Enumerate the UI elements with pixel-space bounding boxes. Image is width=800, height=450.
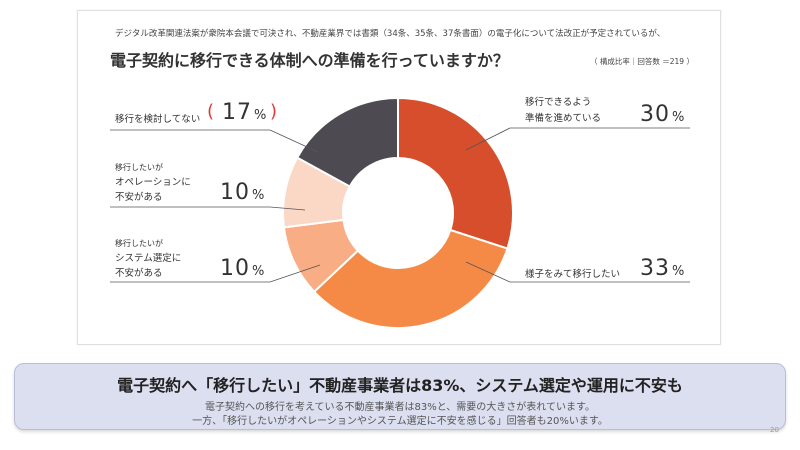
label-s3-line2: システム選定に <box>115 253 182 264</box>
sample-size-note: （ 構成比率｜回答数 ＝219 ） <box>590 57 694 66</box>
leader-line-s3 <box>269 264 321 283</box>
leader-line-s1 <box>465 127 511 151</box>
label-s4-line2: オペレーションに <box>115 177 191 188</box>
page-number: 20 <box>770 426 779 434</box>
label-s3-line3: 不安がある <box>115 268 163 279</box>
label-s3-line1: 移行したいが <box>115 239 163 248</box>
pct-s4: 10% <box>220 180 266 205</box>
label-s2: 様子をみて移行したい <box>525 269 621 280</box>
label-s5: 移行を検討してない <box>115 114 201 125</box>
chart-title: 電子契約に移行できる体制への準備を行っていますか？ <box>110 51 509 70</box>
label-s4-line3: 不安がある <box>115 192 163 203</box>
leader-line-s2 <box>465 261 511 283</box>
summary-line-2: 一方、「移行したいがオペレーションやシステム選定に不安を感じる」回答者も20%い… <box>192 416 608 427</box>
donut-slice-1 <box>397 96 514 250</box>
pct-s1: 30% <box>640 102 686 127</box>
leader-line-s4 <box>269 206 306 211</box>
label-s1-line2: 準備を進めている <box>525 113 602 124</box>
red-paren-left: ( <box>207 101 215 122</box>
summary-box: 電子契約へ「移行したい」不動産事業者は83%、システム選定や運用に不安も 電子契… <box>14 363 786 430</box>
pct-s3: 10% <box>220 256 266 281</box>
label-s4-line1: 移行したいが <box>115 163 163 172</box>
pct-s2: 33% <box>640 256 686 281</box>
summary-title: 電子契約へ「移行したい」不動産事業者は83%、システム選定や運用に不安も <box>117 376 683 395</box>
red-paren-right: ) <box>270 101 278 122</box>
donut-slice-2 <box>312 228 509 329</box>
pct-s5: 17% <box>222 100 268 125</box>
summary-line-1: 電子契約への移行を考えている不動産事業者は83%と、需要の大きさが表れています。 <box>204 402 596 413</box>
donut-slice-5 <box>295 96 399 188</box>
subtitle: デジタル改革関連法案が衆院本会議で可決され、不動産業界では書類（34条、35条、… <box>115 29 666 39</box>
leader-line-s5 <box>269 129 319 153</box>
label-s1-line1: 移行できるよう <box>525 97 592 108</box>
